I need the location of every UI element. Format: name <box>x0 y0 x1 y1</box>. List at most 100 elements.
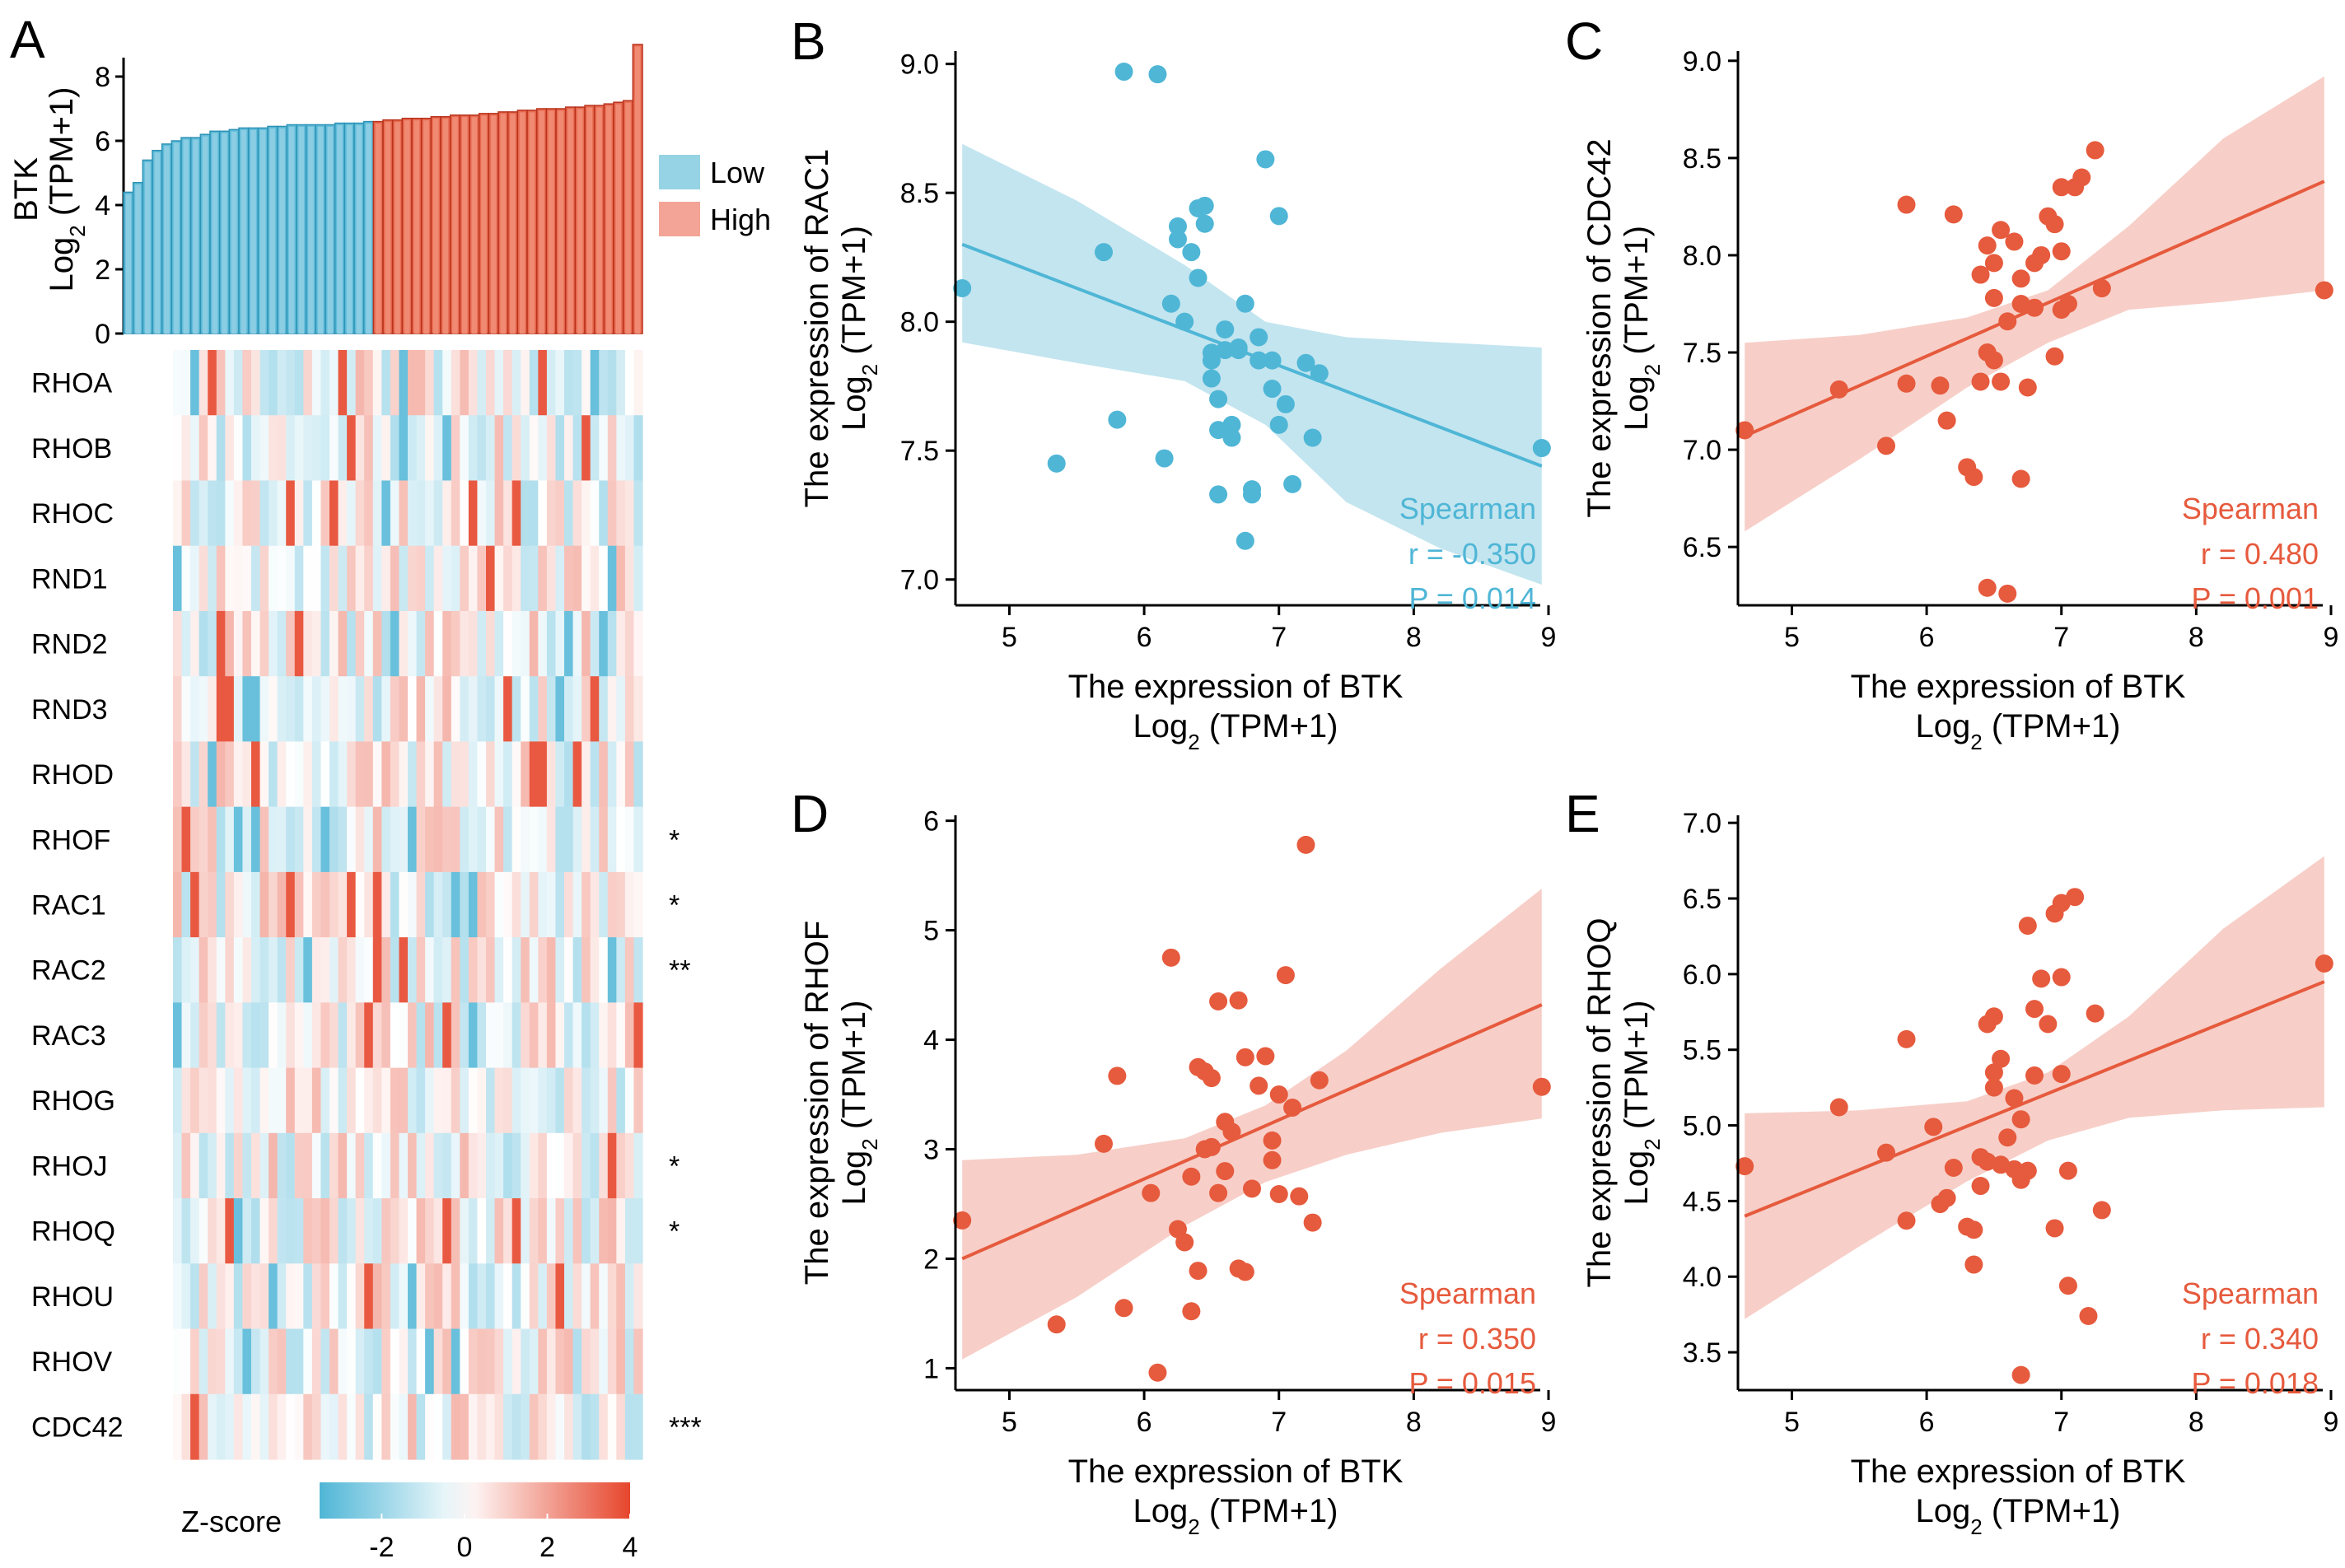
heatmap-cell <box>468 1328 479 1395</box>
heatmap-cell <box>390 871 400 938</box>
heatmap-cell <box>512 806 521 873</box>
scatter-point <box>1984 288 2003 307</box>
heatmap-cell <box>372 871 382 938</box>
heatmap-cell <box>521 937 530 1003</box>
heatmap-cell <box>546 1263 557 1330</box>
heatmap-cell <box>277 350 287 416</box>
heatmap-cell <box>590 350 600 416</box>
heatmap-cell <box>173 1067 183 1134</box>
heatmap-cell <box>433 1067 443 1134</box>
heatmap-cell <box>294 871 304 938</box>
heatmap-cell <box>468 610 479 677</box>
heatmap-cell <box>477 937 487 1003</box>
heatmap-cell <box>451 610 460 677</box>
heatmap-cell <box>590 480 600 547</box>
scatter-point <box>1256 1047 1275 1066</box>
heatmap-cell <box>199 545 208 612</box>
heatmap-cell <box>477 1002 487 1069</box>
heatmap-cell <box>311 1002 322 1069</box>
scatter-point <box>1250 351 1268 370</box>
heatmap-cell <box>486 1328 496 1395</box>
heatmap-cell <box>607 1328 617 1395</box>
scatter-point <box>1978 578 1997 597</box>
scatter-point <box>1195 196 1214 215</box>
heatmap-cell <box>338 937 348 1003</box>
heatmap-cell <box>607 1198 617 1264</box>
scatter-point <box>1735 421 1754 440</box>
heatmap-cell <box>503 610 513 677</box>
heatmap-cell <box>572 871 582 938</box>
scatter-point <box>1283 474 1302 493</box>
heatmap-cell <box>408 676 418 743</box>
heatmap-cell <box>355 937 365 1003</box>
heatmap-cell <box>607 1002 617 1069</box>
heatmap-cell <box>477 545 487 612</box>
x-tick-label: 9 <box>1541 1407 1557 1438</box>
heatmap-cell <box>512 545 521 612</box>
bar-high-inner <box>432 119 439 334</box>
heatmap-cell <box>390 350 400 416</box>
heatmap-cell <box>425 806 435 873</box>
heatmap-cell <box>477 1393 487 1460</box>
heatmap-cell <box>433 415 443 482</box>
heatmap-cell <box>372 1132 382 1199</box>
heatmap-cell <box>242 1067 252 1134</box>
heatmap-cell <box>381 415 391 482</box>
heatmap-cell <box>633 415 643 482</box>
heatmap-cell <box>303 480 313 547</box>
scatter-point <box>1269 1185 1288 1204</box>
heatmap-cell <box>294 1263 304 1330</box>
x-axis-title: The expression of BTK <box>1851 669 2186 705</box>
heatmap-cell <box>512 1002 521 1069</box>
y-tick-label: 3.5 <box>1683 1337 1721 1369</box>
x-tick-label: 8 <box>2189 622 2204 653</box>
heatmap-cell <box>425 1263 435 1330</box>
heatmap-cell <box>320 1263 330 1330</box>
heatmap-cell <box>181 1328 191 1395</box>
heatmap-cell <box>181 610 191 677</box>
heatmap-cell <box>529 350 539 416</box>
heatmap-cell <box>216 1198 226 1264</box>
heatmap-cell <box>269 350 278 416</box>
heatmap-cell <box>633 1198 643 1264</box>
heatmap-cell <box>408 480 418 547</box>
heatmap-cell <box>399 1067 409 1134</box>
bar-high-inner <box>490 115 497 334</box>
heatmap-cell <box>259 937 269 1003</box>
heatmap-cell <box>616 545 626 612</box>
heatmap-cell <box>442 806 452 873</box>
heatmap-cell <box>633 937 643 1003</box>
heatmap-cell <box>277 610 287 677</box>
x-tick-label: 9 <box>2324 1407 2339 1438</box>
heatmap-cell <box>425 1198 435 1264</box>
x-axis-title: The expression of BTK <box>1068 1454 1404 1490</box>
heatmap-cell <box>269 741 278 808</box>
heatmap-cell <box>225 1198 235 1264</box>
heatmap-cell <box>364 415 374 482</box>
heatmap-cell <box>216 806 226 873</box>
heatmap-cell <box>555 350 565 416</box>
heatmap-cell <box>416 937 426 1003</box>
gene-label: RND3 <box>31 694 108 726</box>
y-tick-label: 4.0 <box>1683 1262 1721 1293</box>
scatter-point <box>1263 351 1282 370</box>
heatmap-cell <box>208 1002 217 1069</box>
heatmap-cell <box>582 415 591 482</box>
heatmap-cell <box>599 937 609 1003</box>
panel-letter-e: E <box>1565 784 1600 843</box>
heatmap-cell <box>390 1067 400 1134</box>
heatmap-cell <box>242 1002 252 1069</box>
heatmap-cell <box>286 1393 296 1460</box>
bar-high-inner <box>500 114 507 334</box>
heatmap-cell <box>408 1067 418 1134</box>
heatmap-cell <box>529 1132 539 1199</box>
heatmap-cell <box>590 415 600 482</box>
heatmap-cell <box>390 1263 400 1330</box>
heatmap-cell <box>399 937 409 1003</box>
x-tick-label: 9 <box>2324 622 2339 653</box>
heatmap-cell <box>364 480 374 547</box>
heatmap-cell <box>564 1198 574 1264</box>
heatmap-cell <box>521 1263 530 1330</box>
heatmap-cell <box>572 480 582 547</box>
